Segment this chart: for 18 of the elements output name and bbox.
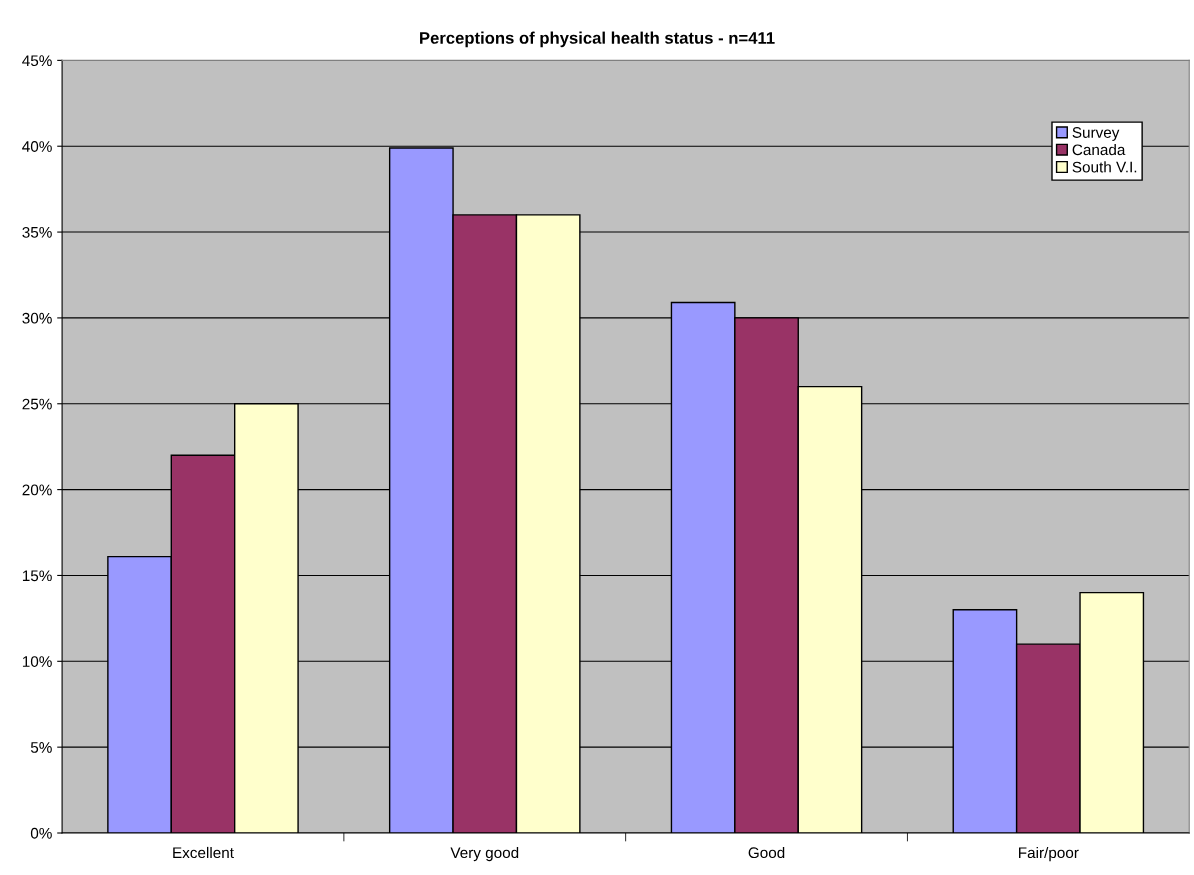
y-tick-label: 20%: [22, 484, 52, 496]
x-tick-label: Good: [748, 846, 785, 859]
y-tick-label: 40%: [22, 141, 52, 152]
y-tick-label: 0%: [30, 827, 52, 839]
chart-title: Perceptions of physical health status - n=411: [420, 31, 775, 48]
y-tick-label: 25%: [22, 398, 52, 410]
y-tick-label: 15%: [22, 570, 52, 582]
x-tick-label: Fair/poor: [1019, 846, 1079, 862]
legend-label: South V.I.: [1072, 161, 1137, 173]
y-tick-label: 10%: [22, 656, 52, 667]
x-tick-label: Excellent: [173, 846, 234, 859]
x-tick-label: Very good: [450, 846, 519, 862]
y-tick-label: 35%: [22, 226, 52, 238]
y-tick-label: 30%: [22, 312, 52, 324]
y-tick-label: 5%: [30, 742, 52, 753]
legend-label: Survey: [1072, 127, 1120, 141]
y-tick-label: 45%: [22, 55, 52, 67]
legend-label: Canada: [1072, 143, 1126, 156]
